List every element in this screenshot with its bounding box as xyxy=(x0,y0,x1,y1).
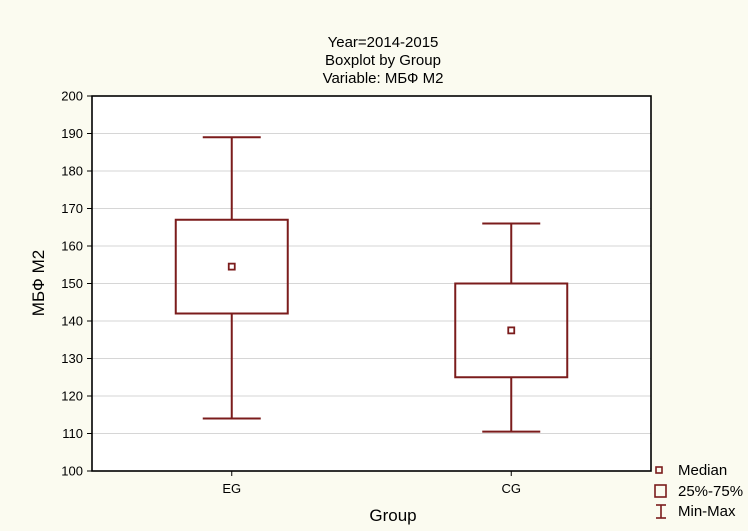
y-tick-label: 110 xyxy=(62,426,83,441)
box-iqr xyxy=(454,282,569,379)
y-tick-label: 160 xyxy=(61,239,83,254)
median-marker xyxy=(227,262,236,271)
legend: Median 25%-75% Min-Max xyxy=(654,462,743,520)
grid-lines xyxy=(92,133,651,434)
chart-title-line-3: Variable: МБФ М2 xyxy=(323,70,444,87)
box-series xyxy=(174,136,569,433)
legend-whisker-label: Min-Max xyxy=(678,503,736,520)
legend-median-marker xyxy=(655,466,663,474)
median-marker xyxy=(507,326,516,335)
y-axis-ticks: 100 110 120 130 140 150 160 170 180 190 200 xyxy=(61,89,92,479)
legend-box-marker xyxy=(654,484,667,498)
y-tick-label: 140 xyxy=(61,314,83,329)
y-tick-label: 130 xyxy=(61,351,83,366)
chart-title-line-2: Boxplot by Group xyxy=(325,52,441,69)
y-tick-label: 120 xyxy=(61,389,83,404)
y-tick-label: 190 xyxy=(61,126,83,141)
legend-whisker-marker xyxy=(656,504,666,519)
chart-title-line-1: Year=2014-2015 xyxy=(328,34,439,51)
legend-median-label: Median xyxy=(678,462,727,479)
box-group-eg xyxy=(174,136,289,420)
box-iqr xyxy=(174,218,289,315)
y-tick-label: 170 xyxy=(61,201,83,216)
x-tick-label: CG xyxy=(502,481,522,496)
y-tick-label: 180 xyxy=(61,164,83,179)
legend-box-label: 25%-75% xyxy=(678,483,743,500)
y-tick-label: 150 xyxy=(61,276,83,291)
box-group-cg xyxy=(454,222,569,433)
x-axis-ticks: EG CG xyxy=(222,471,521,496)
y-axis-label: МБФ М2 xyxy=(29,250,48,316)
x-tick-label: EG xyxy=(222,481,241,496)
y-tick-label: 100 xyxy=(61,464,83,479)
y-tick-label: 200 xyxy=(61,89,83,104)
x-axis-label: Group xyxy=(369,506,416,525)
